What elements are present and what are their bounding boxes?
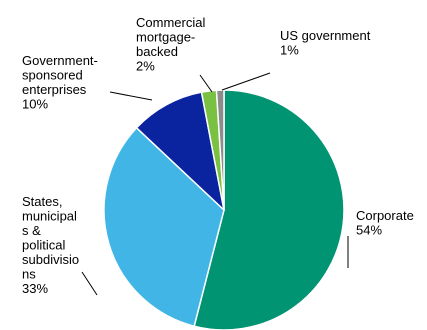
slice-label-line: 2% <box>136 59 155 74</box>
slice-label-line: Commercial <box>136 15 205 30</box>
pie-slice-states-municipal-s-political-subdivisio-ns <box>103 127 225 327</box>
pie-slice-corporate <box>193 89 345 330</box>
pie-slice-government-sponsored-enterprises <box>135 91 225 211</box>
slices-layer <box>103 89 345 330</box>
slice-label-line: Corporate <box>356 208 414 223</box>
leader-line <box>81 271 98 296</box>
slice-label-line: mortgage- <box>136 30 195 45</box>
leader-line <box>199 74 213 93</box>
slice-label-line: 1% <box>280 43 299 58</box>
slice-label: Commercial mortgage-backed 2% <box>136 15 205 74</box>
slice-label: Government-sponsored enterprises 10% <box>22 53 98 112</box>
slice-label-line: ns <box>22 267 36 282</box>
slice-label-line: s & <box>22 223 41 238</box>
leader-line <box>221 72 271 91</box>
slice-label: States, municipal s & political subdivisio ns… <box>22 194 79 296</box>
leader-line <box>109 91 153 101</box>
labels-layer: Corporate 54% States, municipal s & political… <box>22 15 414 296</box>
slice-label: US government 1% <box>280 28 371 58</box>
slice-label-line: backed <box>136 44 178 59</box>
slice-label-line: US government <box>280 28 371 43</box>
slice-label-line: enterprises <box>22 82 87 97</box>
slice-label-line: subdivisio <box>22 252 79 267</box>
slice-label-line: 54% <box>356 223 382 238</box>
slice-label-line: sponsored <box>22 68 83 83</box>
slice-label-line: municipal <box>22 209 77 224</box>
slice-label-line: States, <box>22 194 62 209</box>
slice-label-line: 33% <box>22 281 48 296</box>
slice-label-line: 10% <box>22 97 48 112</box>
slice-label-line: Government- <box>22 53 98 68</box>
leader-lines-layer <box>81 72 349 296</box>
slice-label-line: political <box>22 238 65 253</box>
slice-label: Corporate 54% <box>356 208 414 238</box>
pie-slice-us-government <box>215 89 225 211</box>
